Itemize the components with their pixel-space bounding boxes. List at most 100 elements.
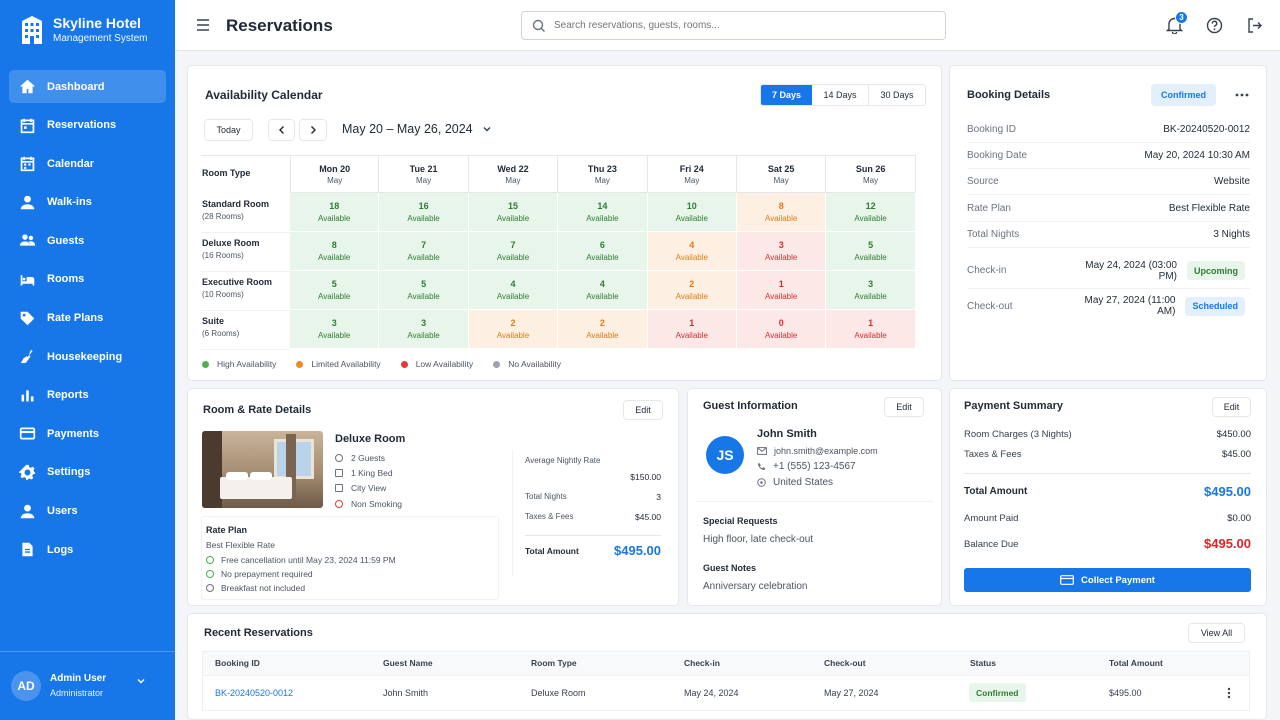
available-count: 2	[599, 318, 605, 328]
sidebar-item-calendar[interactable]: Calendar	[9, 147, 166, 180]
month-label: May	[684, 176, 700, 185]
notification-badge: 3	[1175, 11, 1188, 24]
availability-cell[interactable]: 16 Available	[379, 193, 469, 232]
availability-cell[interactable]: 2 Available	[468, 310, 559, 349]
checkout-row: Check-out May 27, 2024 (11:00 AM) Schedu…	[967, 292, 1250, 320]
available-count: 16	[418, 201, 429, 211]
availability-cell[interactable]: 2 Available	[647, 271, 737, 310]
checkout-value: May 27, 2024 (11:00 AM)	[1084, 295, 1176, 317]
sidebar-item-label: Logs	[47, 543, 74, 556]
sidebar-item-label: Calendar	[47, 157, 95, 170]
row-actions-icon[interactable]	[1227, 687, 1231, 699]
divider	[697, 501, 934, 502]
hamburger-menu-icon[interactable]	[196, 19, 210, 31]
user-menu[interactable]: AD Admin User Administrator	[0, 651, 175, 720]
booking-detail-label: Source	[967, 176, 999, 188]
sidebar-item-reports[interactable]: Reports	[9, 379, 166, 412]
available-label: Available	[675, 253, 708, 262]
sidebar-item-settings[interactable]: Settings	[9, 456, 166, 489]
availability-cell[interactable]: 6 Available	[558, 232, 648, 271]
available-count: 10	[686, 201, 697, 211]
availability-cell[interactable]: 8 Available	[290, 232, 380, 271]
user-name: Admin User	[50, 673, 107, 684]
table-row-bg	[202, 676, 1250, 711]
availability-cell[interactable]: 3 Available	[737, 232, 827, 271]
balance-due-value: $495.00	[1204, 536, 1251, 551]
logout-icon[interactable]	[1246, 17, 1263, 34]
availability-cell[interactable]: 7 Available	[379, 232, 469, 271]
availability-cell[interactable]: 1 Available	[826, 310, 916, 349]
sidebar-item-rooms[interactable]: Rooms	[9, 263, 166, 296]
sidebar-item-dashboard[interactable]: Dashboard	[9, 70, 166, 103]
collect-payment-button[interactable]: Collect Payment	[964, 568, 1251, 592]
availability-cell[interactable]: 3 Available	[290, 310, 380, 349]
legend-dot	[493, 360, 501, 368]
payment-summary-title: Payment Summary	[964, 400, 1064, 412]
availability-cell[interactable]: 4 Available	[647, 232, 737, 271]
help-icon[interactable]	[1206, 17, 1223, 34]
guest-avatar: JS	[706, 436, 744, 474]
range-14-days[interactable]: 14 Days	[812, 85, 869, 105]
availability-cell[interactable]: 5 Available	[290, 271, 380, 310]
availability-cell[interactable]: 1 Available	[647, 310, 737, 349]
availability-cell[interactable]: 7 Available	[468, 232, 559, 271]
availability-cell[interactable]: 3 Available	[826, 271, 916, 310]
rate-plan-box	[201, 516, 499, 600]
room-type-header: Room Type	[202, 168, 251, 178]
view-all-button[interactable]: View All	[1188, 623, 1245, 643]
availability-cell[interactable]: 4 Available	[468, 271, 559, 310]
sidebar-item-walk-ins[interactable]: Walk-ins	[9, 186, 166, 219]
available-count: 3	[421, 318, 427, 328]
month-label: May	[863, 176, 879, 185]
availability-cell[interactable]: 3 Available	[379, 310, 469, 349]
availability-cell[interactable]: 10 Available	[647, 193, 737, 232]
rate-policy-label: No prepayment required	[221, 569, 313, 579]
rate-policy-label: Breakfast not included	[221, 583, 306, 593]
search-box[interactable]	[521, 11, 946, 40]
payment-edit-button[interactable]: Edit	[1212, 397, 1251, 417]
availability-cell[interactable]: 0 Available	[737, 310, 827, 349]
range-30-days[interactable]: 30 Days	[880, 90, 914, 100]
available-count: 1	[689, 318, 695, 328]
brand-name: Skyline Hotel	[53, 15, 141, 31]
more-options-icon[interactable]	[1235, 93, 1249, 97]
availability-cell[interactable]: 18 Available	[290, 193, 380, 232]
availability-cell[interactable]: 15 Available	[468, 193, 559, 232]
availability-cell[interactable]: 1 Available	[737, 271, 827, 310]
search-input[interactable]	[554, 20, 934, 31]
sidebar-item-reservations[interactable]: Reservations	[9, 109, 166, 142]
room-rate-edit-button[interactable]: Edit	[623, 400, 663, 420]
availability-cell[interactable]: 8 Available	[737, 193, 827, 232]
sidebar-item-rate-plans[interactable]: Rate Plans	[9, 302, 166, 335]
table-header-bg	[202, 651, 1250, 676]
notifications-button[interactable]: 3	[1165, 11, 1188, 35]
sidebar-item-users[interactable]: Users	[9, 495, 166, 528]
guest-edit-button[interactable]: Edit	[884, 397, 924, 417]
next-week-button[interactable]	[299, 119, 327, 141]
booking-id-link[interactable]: BK-20240520-0012	[215, 688, 294, 698]
availability-cell[interactable]: 4 Available	[558, 271, 648, 310]
chevron-down-icon[interactable]	[136, 676, 146, 686]
today-button[interactable]: Today	[204, 119, 253, 141]
available-label: Available	[407, 214, 440, 223]
sidebar-item-payments[interactable]: Payments	[9, 417, 166, 450]
period-selector[interactable]: May 20 – May 26, 2024	[342, 122, 492, 136]
range-7-days[interactable]: 7 Days	[761, 85, 812, 105]
sidebar-item-housekeeping[interactable]: Housekeeping	[9, 340, 166, 373]
availability-cell[interactable]: 14 Available	[558, 193, 648, 232]
availability-cell[interactable]: 5 Available	[826, 232, 916, 271]
globe-icon	[757, 478, 766, 487]
day-label: Thu 23	[587, 164, 617, 174]
sidebar-item-guests[interactable]: Guests	[9, 224, 166, 257]
availability-cell[interactable]: 12 Available	[826, 193, 916, 232]
rate-policies: Free cancellation until May 23, 2024 11:…	[206, 553, 396, 595]
room-type-name: Executive Room	[202, 277, 273, 287]
sidebar-nav: Dashboard Reservations Calendar Walk-ins Gue…	[9, 70, 166, 572]
availability-cell[interactable]: 5 Available	[379, 271, 469, 310]
available-label: Available	[407, 331, 440, 340]
availability-cell[interactable]: 2 Available	[558, 310, 648, 349]
nights-label: Total Nights	[525, 492, 567, 501]
room-photo	[202, 431, 323, 508]
prev-week-button[interactable]	[268, 119, 295, 141]
sidebar-item-logs[interactable]: Logs	[9, 533, 166, 566]
